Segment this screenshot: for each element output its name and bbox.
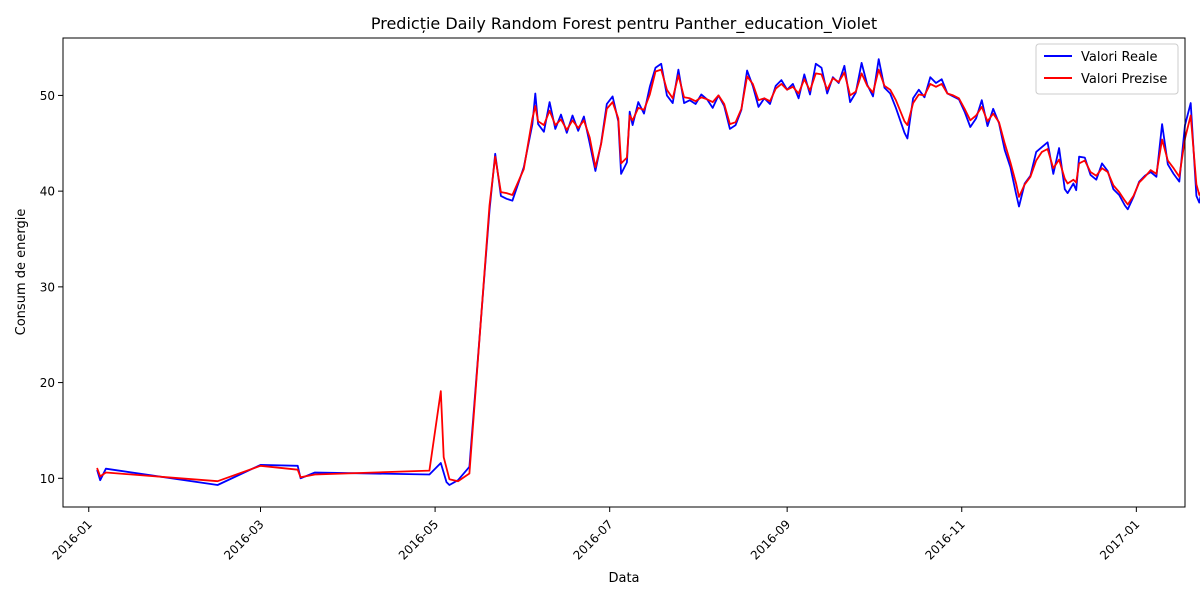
series-layer bbox=[96, 58, 1200, 486]
chart-title: Predicție Daily Random Forest pentru Pan… bbox=[371, 14, 877, 34]
plot-frame bbox=[62, 37, 1186, 508]
legend: Valori Reale Valori Prezise bbox=[1035, 43, 1179, 95]
y-axis-label: Consum de energie bbox=[14, 209, 29, 336]
y-tick-label: 30 bbox=[40, 280, 55, 294]
x-axis-label: Data bbox=[608, 571, 639, 586]
legend-label-predicted: Valori Prezise bbox=[1081, 72, 1167, 87]
series-line-predicted bbox=[96, 68, 1200, 483]
y-tick-label: 10 bbox=[40, 472, 55, 486]
legend-label-actual: Valori Reale bbox=[1081, 50, 1158, 65]
y-tick-label: 40 bbox=[40, 185, 55, 199]
y-tick-label: 50 bbox=[40, 89, 55, 103]
y-axis: 10 20 30 40 50 bbox=[40, 89, 63, 486]
y-tick-label: 20 bbox=[40, 376, 55, 390]
